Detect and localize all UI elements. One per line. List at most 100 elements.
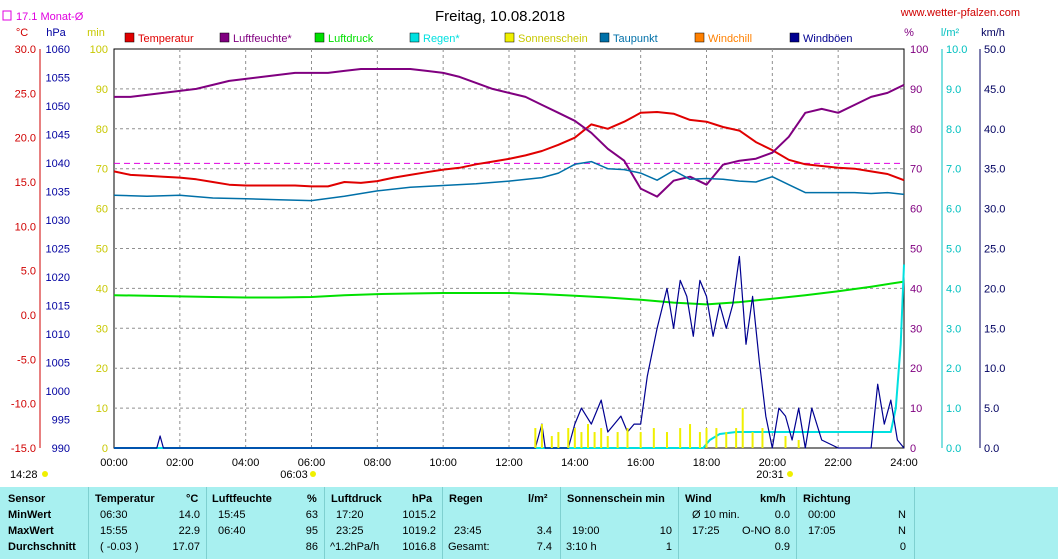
legend-label: Luftfeuchte* [233, 33, 292, 45]
unit-label-right: km/h [981, 27, 1005, 39]
th-temp-unit: °C [186, 493, 199, 505]
series-line [114, 255, 905, 449]
sunshine-bar [679, 428, 682, 448]
temp-tick: 30.0 [15, 44, 36, 56]
sunshine-bar [751, 432, 754, 448]
rain-tick: 0.0 [946, 443, 961, 455]
legend-label: Windböen [803, 33, 853, 45]
monthavg-label: 17.1 Monat-Ø [16, 11, 84, 23]
row-label: MaxWert [8, 525, 54, 537]
wind-tick: 10.0 [984, 363, 1005, 375]
legend-swatch [694, 32, 705, 43]
wind-tick: 0.0 [984, 443, 999, 455]
pressure-tick: 1005 [46, 358, 70, 370]
sunshine-tick: 10 [96, 403, 108, 415]
sunshine-bar [606, 436, 609, 448]
sunshine-bar [540, 424, 543, 448]
wind-tick: 15.0 [984, 323, 1005, 335]
legend-swatch [504, 32, 515, 43]
rain-tick: 9.0 [946, 84, 961, 96]
humidity-tick: 70 [910, 164, 922, 176]
legend-label: Luftdruck [328, 33, 374, 45]
cell: 86 [305, 541, 318, 553]
sunshine-bar [761, 428, 764, 448]
th-hum-unit: % [307, 493, 317, 505]
rain-tick: 1.0 [946, 403, 961, 415]
cell: 14.0 [178, 509, 200, 521]
cell: 19:00 [572, 525, 600, 537]
pressure-tick: 1015 [46, 301, 70, 313]
sunshine-tick: 30 [96, 323, 108, 335]
temp-tick: 25.0 [15, 88, 36, 100]
cell: 63 [305, 509, 318, 521]
cell: 1015.2 [402, 509, 436, 521]
sunshine-bar [639, 432, 642, 448]
sunshine-tick: 70 [96, 164, 108, 176]
legend-swatch [789, 32, 800, 43]
cell: 0.9 [774, 541, 790, 553]
cell: 1019.2 [402, 525, 436, 537]
x-tick: 24:00 [890, 457, 918, 469]
cell: 23:45 [454, 525, 482, 537]
wind-tick: 5.0 [984, 403, 999, 415]
sunshine-bar [557, 432, 560, 448]
cell: 00:00 [808, 509, 836, 521]
pressure-tick: 995 [52, 415, 70, 427]
th-hum: Luftfeuchte [212, 493, 272, 505]
sunshine-bar [587, 424, 589, 448]
sunshine-tick: 20 [96, 363, 108, 375]
temp-tick: 15.0 [15, 177, 36, 189]
wind-tick: 50.0 [984, 44, 1005, 56]
x-tick: 14:00 [561, 457, 589, 469]
sunrise-icon [310, 471, 316, 477]
rain-tick: 3.0 [946, 323, 961, 335]
cell: 95 [305, 525, 318, 537]
humidity-tick: 80 [910, 124, 922, 136]
sunshine-bar [666, 432, 668, 448]
sunshine-bar [698, 432, 701, 448]
x-tick: 12:00 [495, 457, 523, 469]
cell: 15:45 [218, 509, 246, 521]
pressure-tick: 1055 [46, 73, 70, 85]
x-tick: 08:00 [364, 457, 392, 469]
sun-icon [42, 471, 48, 477]
sunshine-bar [715, 428, 718, 448]
cell: 3:10 h [566, 541, 597, 553]
legend-label: Sonnenschein [518, 33, 588, 45]
site-url: www.wetter-pfalzen.com [900, 7, 1020, 19]
sunshine-tick: 40 [96, 283, 108, 295]
temp-tick: 5.0 [21, 266, 36, 278]
sunshine-bar [573, 428, 576, 448]
pressure-tick: 1010 [46, 329, 70, 341]
cell: 17:20 [336, 509, 364, 521]
temp-tick: -5.0 [17, 354, 36, 366]
pressure-tick: 1025 [46, 244, 70, 256]
legend-label: Temperatur [138, 33, 194, 45]
pressure-tick: 1040 [46, 158, 70, 170]
chart-title: Freitag, 10.08.2018 [435, 8, 565, 25]
rain-tick: 6.0 [946, 204, 961, 216]
sunshine-bar [534, 428, 537, 448]
sunshine-bar [784, 436, 787, 448]
humidity-tick: 0 [910, 443, 916, 455]
humidity-tick: 10 [910, 403, 922, 415]
x-tick: 00:00 [100, 457, 128, 469]
th-dir: Richtung [803, 493, 851, 505]
pressure-tick: 1045 [46, 130, 70, 142]
sunshine-tick: 90 [96, 84, 108, 96]
wind-tick: 45.0 [984, 84, 1005, 96]
cell: O-NO [742, 525, 771, 537]
x-tick: 16:00 [627, 457, 655, 469]
temp-tick: 0.0 [21, 310, 36, 322]
row-label: Durchschnitt [8, 541, 76, 553]
pressure-tick: 1030 [46, 215, 70, 227]
cell: 10 [659, 525, 672, 537]
temp-tick: 10.0 [15, 221, 36, 233]
sunshine-tick: 80 [96, 124, 108, 136]
unit-label-left: hPa [46, 27, 66, 39]
unit-label-left: min [87, 27, 105, 39]
sunshine-bar [652, 428, 655, 448]
cell: 17:25 [692, 525, 720, 537]
sunset-label: 20:31 [756, 469, 784, 481]
cell: N [898, 525, 906, 537]
